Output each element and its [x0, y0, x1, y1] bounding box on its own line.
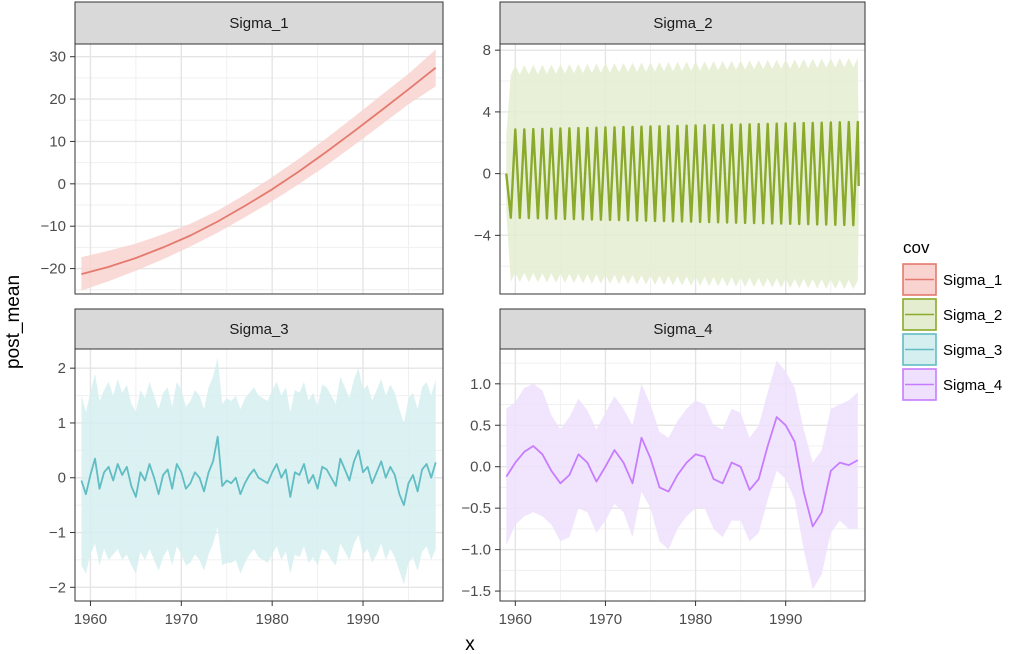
strip-background-sigma-1 [74, 1, 444, 45]
plot-border-sigma-2 [499, 43, 866, 295]
y-tick-label: −2 [49, 579, 66, 596]
y-tick-label: 0 [483, 166, 491, 183]
y-tick-label: 1.0 [470, 376, 491, 393]
x-tick-label: 1970 [165, 611, 198, 628]
y-tick-label: 1 [58, 415, 66, 432]
ribbon-sigma-2 [506, 57, 859, 290]
panel-sigma-2: Sigma_2 −4 0 4 8 [474, 1, 866, 295]
y-tick-label: −10 [41, 218, 66, 235]
y-tick-label: −0.5 [461, 500, 491, 517]
line-sigma-3 [80, 435, 437, 506]
y-tick-label: −20 [41, 261, 66, 278]
y-tick-label: 0 [58, 176, 66, 193]
y-tick-label: 0.5 [470, 417, 491, 434]
y-tick-label: −4 [474, 227, 491, 244]
x-tick-label: 1980 [679, 611, 712, 628]
strip-label-sigma-4: Sigma_4 [653, 321, 712, 338]
panel-sigma-3: Sigma_3 −2 −1 0 1 2 1960 1970 1980 1990 [49, 308, 444, 628]
panel-sigma-1: Sigma_1 −20 −10 0 10 20 30 [41, 1, 444, 295]
y-tick-label: −1.0 [461, 542, 491, 559]
strip-label-sigma-1: Sigma_1 [229, 15, 288, 32]
y-tick-label: 0 [58, 470, 66, 487]
y-tick-label: 10 [49, 133, 66, 150]
strip-background-sigma-3 [74, 308, 444, 350]
y-tick-label: 20 [49, 91, 66, 108]
x-tick-label: 1960 [74, 611, 107, 628]
strip-background-sigma-4 [499, 308, 866, 350]
plot-border-sigma-3 [74, 348, 444, 602]
plot-border-sigma-1 [74, 43, 444, 295]
panel-sigma-4: Sigma_4 −1.5−1.0−0.50.00.51.0 1960 1970 19… [461, 308, 866, 628]
y-tick-label: 0.0 [470, 459, 491, 476]
y-axis-sigma-4: −1.5 −1.0 −0.5 0.0 0.5 1.0 [461, 376, 500, 600]
x-axis-right: 1960 1970 1980 1990 [499, 601, 802, 628]
strip-label-sigma-3: Sigma_3 [229, 321, 288, 338]
legend-label: Sigma_1 [943, 272, 1002, 289]
y-tick-label: 2 [58, 360, 66, 377]
series-sigma-3 [80, 357, 437, 585]
series-sigma-4 [505, 360, 859, 590]
x-tick-label: 1980 [255, 611, 288, 628]
plot-border-sigma-4 [499, 348, 866, 602]
x-axis-left: 1960 1970 1980 1990 [74, 601, 380, 628]
y-tick-label: 8 [483, 42, 491, 59]
x-tick-label: 1970 [589, 611, 622, 628]
ribbon-sigma-3 [81, 357, 436, 585]
ribbon-sigma-1 [81, 49, 436, 291]
legend-keys: Sigma_1 Sigma_2 Sigma_3 Sigma_4 [902, 263, 1002, 401]
line-sigma-4 [505, 416, 859, 528]
line-sigma-2 [505, 120, 860, 227]
series-sigma-2 [505, 57, 860, 290]
y-tick-label: 30 [49, 49, 66, 66]
legend-title: cov [903, 238, 930, 257]
y-tick-label: −1 [49, 525, 66, 542]
legend-label: Sigma_3 [943, 342, 1002, 359]
y-axis-sigma-1: −20 −10 0 10 20 30 [41, 49, 75, 278]
y-tick-label: −1.5 [461, 583, 491, 600]
x-tick-label: 1990 [769, 611, 802, 628]
series-sigma-1 [81, 49, 437, 291]
y-axis-title: post_mean [3, 275, 24, 369]
legend: cov Sigma_1 Sigma_2 Sigma_3 Sigma_4 [902, 238, 1002, 401]
y-axis-sigma-3: −2 −1 0 1 2 [49, 360, 75, 596]
legend-label: Sigma_2 [943, 307, 1002, 324]
y-tick-label: 4 [483, 104, 491, 121]
strip-background-sigma-2 [499, 1, 866, 45]
x-tick-label: 1960 [499, 611, 532, 628]
legend-label: Sigma_4 [943, 377, 1002, 394]
strip-label-sigma-2: Sigma_2 [653, 15, 712, 32]
ribbon-sigma-4 [506, 360, 858, 590]
x-tick-label: 1990 [346, 611, 379, 628]
x-axis-title: x [465, 634, 475, 654]
y-axis-sigma-2: −4 0 4 8 [474, 42, 500, 244]
line-sigma-1 [81, 66, 437, 275]
